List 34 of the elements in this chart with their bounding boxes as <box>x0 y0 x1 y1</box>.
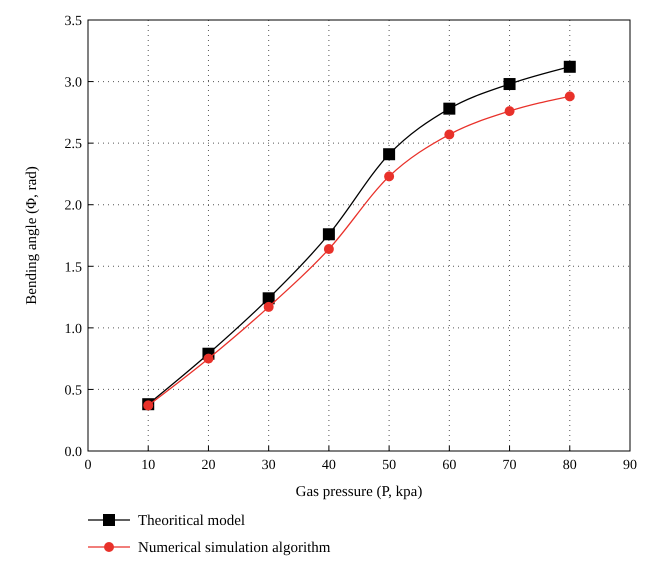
point <box>564 60 576 73</box>
y-tick-label: 0.0 <box>64 445 82 460</box>
x-tick-label: 50 <box>382 458 396 473</box>
point <box>444 130 454 140</box>
y-tick-label: 1.0 <box>64 322 82 337</box>
point <box>383 148 396 160</box>
point <box>504 78 516 90</box>
x-tick-label: 40 <box>322 458 336 473</box>
y-axis-title: Bending angle (Φ, rad) <box>24 166 40 305</box>
x-tick-label: 70 <box>502 458 517 473</box>
point <box>203 354 214 364</box>
point <box>264 302 274 312</box>
y-tick-label: 2.5 <box>64 137 82 152</box>
y-tick-label: 3.0 <box>64 76 82 91</box>
x-tick-label: 90 <box>623 458 637 473</box>
point <box>324 244 334 254</box>
y-tick-label: 1.5 <box>64 260 82 276</box>
x-tick-label: 0 <box>84 458 92 473</box>
x-tick-label: 10 <box>141 458 156 473</box>
y-tick-label: 3.5 <box>64 14 82 29</box>
x-tick-label: 60 <box>442 458 456 473</box>
y-tick-label: 0.5 <box>64 383 82 398</box>
legend-label: Theoritical model <box>138 513 246 529</box>
point <box>564 91 575 102</box>
x-tick-label: 30 <box>262 458 276 473</box>
y-tick-label: 2.0 <box>64 198 82 214</box>
point <box>504 106 515 116</box>
legend-label: Numerical simulation algorithm <box>138 540 331 556</box>
point <box>443 102 456 115</box>
x-tick-label: 20 <box>201 458 216 473</box>
point <box>322 228 335 240</box>
point <box>384 171 394 182</box>
x-axis-title: Gas pressure (P, kpa) <box>296 484 422 500</box>
x-tick-label: 80 <box>562 458 577 473</box>
